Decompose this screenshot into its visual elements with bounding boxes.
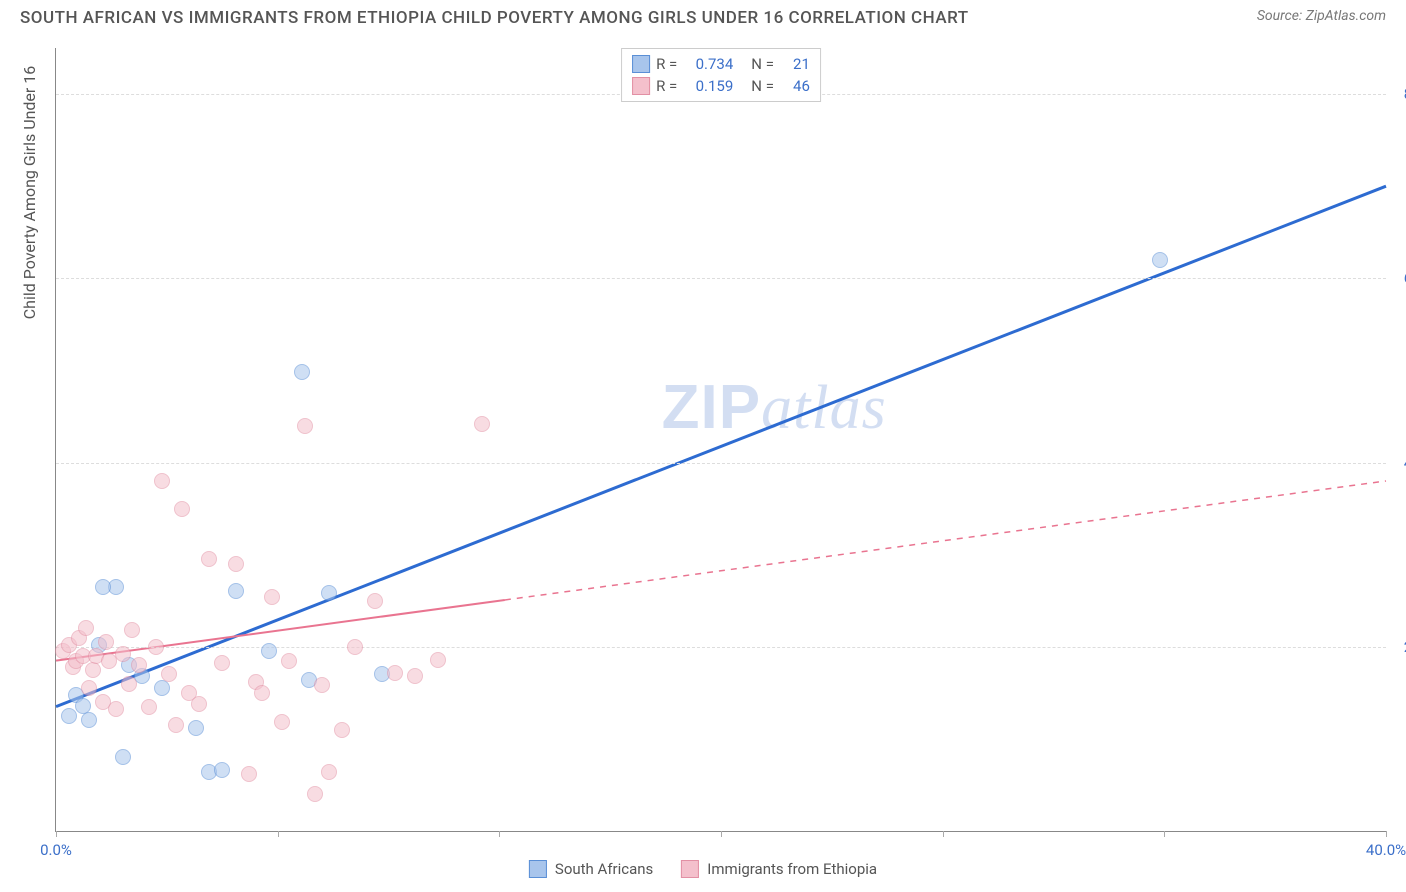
data-point (1152, 252, 1168, 268)
data-point (321, 764, 337, 780)
source-label: Source: ZipAtlas.com (1257, 8, 1386, 24)
legend-stats-row: R = 0.734 N = 21 (632, 53, 810, 75)
data-point (334, 722, 350, 738)
data-point (191, 696, 207, 712)
legend-r-value: 0.159 (683, 77, 733, 95)
data-point (264, 589, 280, 605)
data-point (261, 643, 277, 659)
legend-swatch (632, 55, 650, 73)
data-point (78, 620, 94, 636)
gridline-h (56, 647, 1386, 648)
legend-r-label: R = (656, 55, 677, 73)
data-point (168, 717, 184, 733)
data-point (307, 786, 323, 802)
chart-title: SOUTH AFRICAN VS IMMIGRANTS FROM ETHIOPI… (20, 8, 969, 28)
data-point (108, 701, 124, 717)
x-tick (56, 831, 57, 837)
data-point (81, 712, 97, 728)
data-point (430, 652, 446, 668)
data-point (281, 653, 297, 669)
legend-series-item: South Africans (529, 860, 653, 878)
data-point (85, 662, 101, 678)
data-point (314, 677, 330, 693)
legend-series: South Africans Immigrants from Ethiopia (529, 860, 877, 878)
y-axis-title: Child Poverty Among Girls Under 16 (20, 66, 39, 320)
data-point (201, 551, 217, 567)
data-point (115, 749, 131, 765)
data-point (131, 657, 147, 673)
data-point (98, 634, 114, 650)
legend-swatch (529, 860, 547, 878)
data-point (75, 698, 91, 714)
data-point (347, 639, 363, 655)
legend-r-label: R = (656, 77, 677, 95)
legend-swatch (632, 77, 650, 95)
chart-plot-area: R =0.734N =21R =0.159N =46 ZIPatlas 20.0… (55, 48, 1386, 832)
x-tick (278, 831, 279, 837)
x-tick (1164, 831, 1165, 837)
data-point (297, 418, 313, 434)
trend-line-solid (56, 186, 1386, 706)
legend-stats: R = 0.734 N = 21 R = 0.159 N = 46 (621, 48, 821, 102)
data-point (407, 668, 423, 684)
x-tick (943, 831, 944, 837)
data-point (148, 639, 164, 655)
legend-series-item: Immigrants from Ethiopia (681, 860, 877, 878)
data-point (214, 762, 230, 778)
x-tick-label: 40.0% (1366, 841, 1406, 859)
data-point (241, 766, 257, 782)
data-point (294, 364, 310, 380)
legend-n-value: 21 (780, 55, 810, 73)
data-point (214, 655, 230, 671)
legend-stats-row: R = 0.159 N = 46 (632, 75, 810, 97)
data-point (121, 676, 137, 692)
legend-n-label: N = (751, 77, 774, 95)
data-point (81, 680, 97, 696)
data-point (115, 646, 131, 662)
trend-lines (56, 48, 1386, 831)
trend-line-dashed (505, 481, 1386, 600)
data-point (228, 556, 244, 572)
x-tick (499, 831, 500, 837)
data-point (367, 593, 383, 609)
legend-swatch (681, 860, 699, 878)
data-point (161, 666, 177, 682)
data-point (154, 473, 170, 489)
data-point (61, 708, 77, 724)
gridline-h (56, 278, 1386, 279)
data-point (254, 685, 270, 701)
legend-r-value: 0.734 (683, 55, 733, 73)
legend-series-label: Immigrants from Ethiopia (707, 860, 877, 878)
data-point (387, 665, 403, 681)
gridline-h (56, 463, 1386, 464)
data-point (154, 680, 170, 696)
x-tick-label: 0.0% (40, 841, 72, 859)
legend-n-label: N = (751, 55, 774, 73)
x-tick (721, 831, 722, 837)
data-point (228, 583, 244, 599)
data-point (141, 699, 157, 715)
data-point (124, 622, 140, 638)
data-point (274, 714, 290, 730)
data-point (474, 416, 490, 432)
data-point (321, 585, 337, 601)
data-point (174, 501, 190, 517)
data-point (188, 720, 204, 736)
data-point (95, 579, 111, 595)
legend-n-value: 46 (780, 77, 810, 95)
x-tick (1386, 831, 1387, 837)
legend-series-label: South Africans (555, 860, 653, 878)
